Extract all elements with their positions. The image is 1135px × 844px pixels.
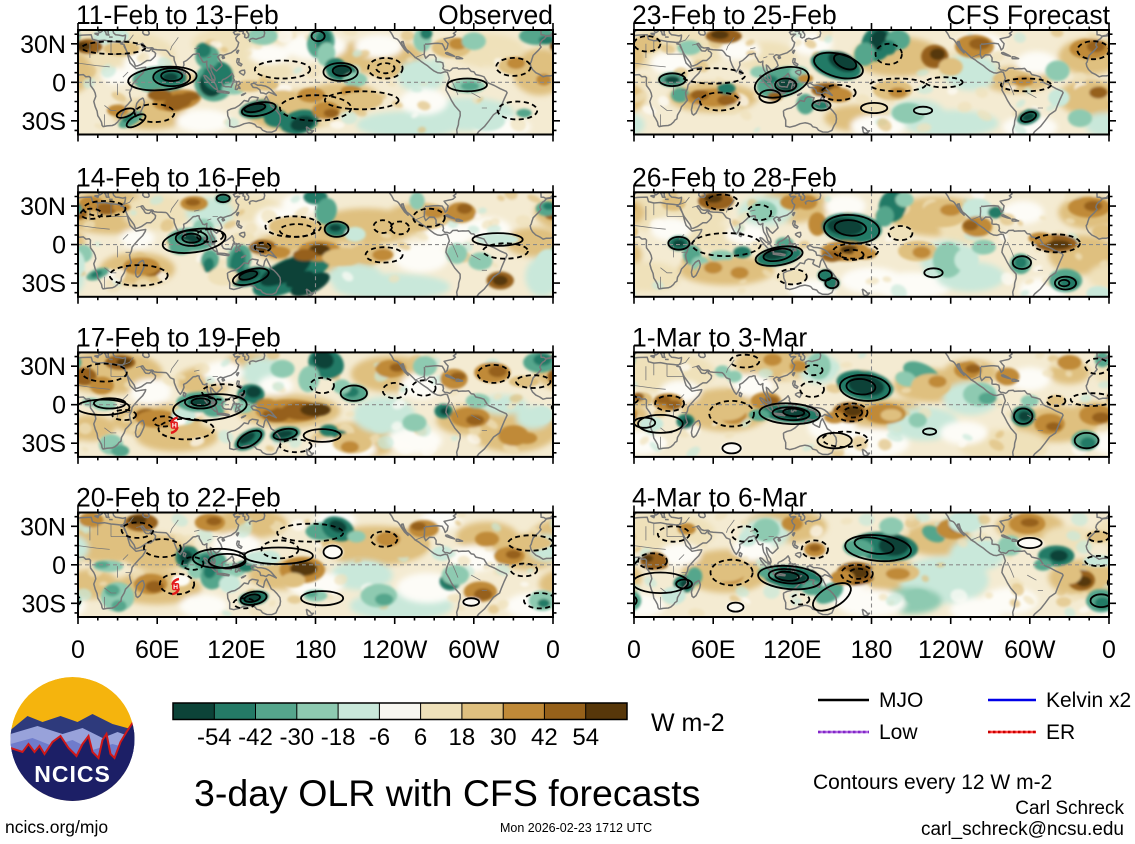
svg-text:-42: -42 xyxy=(238,724,273,751)
svg-text:-54: -54 xyxy=(197,724,232,751)
svg-text:30N: 30N xyxy=(20,353,66,381)
svg-text:30N: 30N xyxy=(20,513,66,541)
svg-text:3-day OLR with CFS forecasts: 3-day OLR with CFS forecasts xyxy=(194,772,700,814)
svg-text:ncics.org/mjo: ncics.org/mjo xyxy=(5,817,108,837)
svg-text:6: 6 xyxy=(414,724,427,751)
svg-text:20-Feb to 22-Feb: 20-Feb to 22-Feb xyxy=(76,483,281,513)
svg-text:0: 0 xyxy=(1102,636,1116,664)
svg-text:30S: 30S xyxy=(22,590,66,618)
svg-text:Low: Low xyxy=(879,721,918,744)
svg-text:120E: 120E xyxy=(207,636,265,664)
svg-text:26-Feb to 28-Feb: 26-Feb to 28-Feb xyxy=(632,162,837,192)
svg-text:1-Mar to 3-Mar: 1-Mar to 3-Mar xyxy=(632,322,807,352)
svg-text:-30: -30 xyxy=(279,724,314,751)
svg-text:0: 0 xyxy=(52,552,66,580)
svg-text:120E: 120E xyxy=(763,636,821,664)
svg-text:30S: 30S xyxy=(22,270,66,298)
svg-text:14-Feb to 16-Feb: 14-Feb to 16-Feb xyxy=(76,162,281,192)
svg-text:MJO: MJO xyxy=(879,689,923,712)
svg-text:11-Feb to 13-Feb: 11-Feb to 13-Feb xyxy=(76,0,279,30)
svg-text:0: 0 xyxy=(71,636,85,664)
svg-text:0: 0 xyxy=(52,232,66,260)
svg-text:23-Feb to 25-Feb: 23-Feb to 25-Feb xyxy=(632,0,837,30)
svg-text:H: H xyxy=(172,423,177,430)
svg-text:60E: 60E xyxy=(691,636,735,664)
svg-text:Kelvin x2: Kelvin x2 xyxy=(1046,689,1131,712)
svg-text:18: 18 xyxy=(449,724,476,751)
svg-text:60W: 60W xyxy=(448,636,500,664)
svg-text:120W: 120W xyxy=(362,636,428,664)
svg-text:Contours every 12 W m-2: Contours every 12 W m-2 xyxy=(813,771,1052,794)
svg-text:0: 0 xyxy=(52,392,66,420)
svg-text:60W: 60W xyxy=(1004,636,1056,664)
svg-text:carl_schreck@ncsu.edu: carl_schreck@ncsu.edu xyxy=(921,819,1124,840)
svg-text:0: 0 xyxy=(52,69,66,97)
svg-text:180: 180 xyxy=(851,636,893,664)
svg-text:Observed: Observed xyxy=(438,0,553,30)
svg-text:30N: 30N xyxy=(20,193,66,221)
svg-text:W m-2: W m-2 xyxy=(651,709,725,737)
svg-text:0: 0 xyxy=(546,636,560,664)
svg-text:-6: -6 xyxy=(369,724,390,751)
svg-text:ER: ER xyxy=(1046,721,1075,744)
svg-text:Mon 2026-02-23 1712 UTC: Mon 2026-02-23 1712 UTC xyxy=(500,821,652,835)
svg-text:H: H xyxy=(173,584,178,591)
svg-text:30S: 30S xyxy=(22,430,66,458)
svg-text:CFS Forecast: CFS Forecast xyxy=(947,0,1111,30)
svg-text:30S: 30S xyxy=(22,108,66,136)
svg-text:120W: 120W xyxy=(918,636,984,664)
svg-text:30: 30 xyxy=(490,724,517,751)
svg-text:30N: 30N xyxy=(20,31,66,59)
svg-text:180: 180 xyxy=(295,636,337,664)
svg-text:Carl Schreck: Carl Schreck xyxy=(1015,798,1124,819)
svg-text:60E: 60E xyxy=(135,636,179,664)
svg-text:-18: -18 xyxy=(321,724,356,751)
svg-text:NCICS: NCICS xyxy=(34,761,111,787)
svg-text:42: 42 xyxy=(531,724,558,751)
svg-text:17-Feb to 19-Feb: 17-Feb to 19-Feb xyxy=(76,322,281,352)
svg-text:4-Mar to 6-Mar: 4-Mar to 6-Mar xyxy=(632,483,807,513)
svg-text:54: 54 xyxy=(572,724,599,751)
svg-text:0: 0 xyxy=(627,636,641,664)
